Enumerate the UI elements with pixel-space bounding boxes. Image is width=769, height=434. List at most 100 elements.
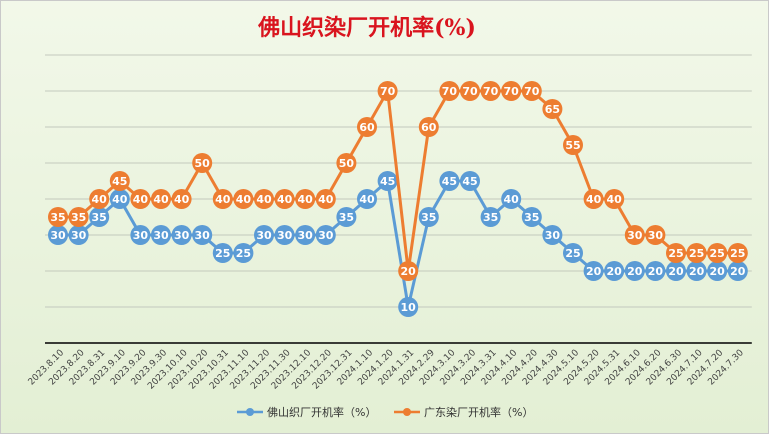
data-label: 20 (607, 265, 623, 278)
data-label: 50 (339, 157, 355, 170)
legend-label-0: 佛山织厂开机率（%） (267, 405, 376, 419)
data-label: 30 (195, 229, 211, 242)
data-point (521, 207, 542, 227)
data-point (192, 225, 213, 245)
data-point (295, 225, 316, 245)
data-label: 20 (627, 265, 643, 278)
data-point (233, 189, 254, 209)
data-point (171, 225, 192, 245)
data-point (666, 243, 686, 263)
data-label: 10 (401, 301, 417, 314)
data-point (89, 207, 110, 227)
data-point (624, 225, 645, 245)
data-label: 60 (359, 121, 375, 134)
data-label: 40 (92, 193, 108, 206)
data-label: 30 (277, 229, 293, 242)
data-label: 35 (71, 211, 86, 224)
data-point (254, 225, 274, 245)
data-label: 45 (380, 175, 395, 188)
data-point (439, 171, 460, 191)
data-label: 45 (442, 175, 457, 188)
data-point (521, 81, 542, 101)
data-point (460, 81, 480, 101)
data-point (130, 189, 151, 209)
legend: 佛山织厂开机率（%） 广东染厂开机率（%） (237, 405, 533, 419)
data-label: 45 (112, 175, 127, 188)
series-layer: 30 30 35 40 30 30 30 30 25 25 30 30 30 30 35 40 45 10 35 45… (48, 81, 748, 317)
data-label: 45 (462, 175, 477, 188)
data-point (542, 99, 563, 119)
legend-label-1: 广东染厂开机率（%） (424, 405, 533, 419)
data-label: 25 (215, 247, 230, 260)
data-label: 20 (710, 265, 726, 278)
data-point (109, 171, 130, 191)
data-point (274, 189, 295, 209)
data-point (604, 189, 625, 209)
data-label: 20 (586, 265, 602, 278)
data-point (460, 171, 480, 191)
data-label: 30 (298, 229, 314, 242)
data-point (707, 261, 728, 281)
legend-entry-0: 佛山织厂开机率（%） (237, 405, 376, 419)
data-point (707, 243, 728, 263)
data-point (686, 243, 707, 263)
x-axis-tick-labels: 2023.8.102023.8.202023.8.312023.9.102023… (27, 348, 746, 392)
data-point (212, 189, 233, 209)
data-label: 30 (648, 229, 664, 242)
data-label: 30 (133, 229, 149, 242)
data-point (233, 243, 254, 263)
data-point (336, 207, 357, 227)
data-point (212, 243, 233, 263)
data-point (377, 81, 398, 101)
data-label: 55 (565, 139, 580, 152)
data-label: 70 (380, 85, 396, 98)
data-label: 25 (689, 247, 704, 260)
data-label: 70 (504, 85, 520, 98)
data-point (398, 297, 419, 317)
data-label: 30 (153, 229, 169, 242)
data-label: 20 (668, 265, 684, 278)
data-point (357, 189, 377, 209)
data-label: 25 (710, 247, 725, 260)
data-label: 35 (92, 211, 107, 224)
data-label: 70 (462, 85, 478, 98)
data-label: 40 (586, 193, 602, 206)
data-label: 30 (256, 229, 272, 242)
data-point (686, 261, 707, 281)
data-label: 20 (730, 265, 746, 278)
data-label: 25 (236, 247, 251, 260)
data-point (645, 225, 666, 245)
data-point (418, 117, 439, 137)
data-label: 40 (112, 193, 128, 206)
data-point (666, 261, 686, 281)
data-point (645, 261, 666, 281)
data-label: 35 (421, 211, 436, 224)
series-0-line (58, 179, 738, 309)
data-point (563, 135, 583, 155)
data-point (171, 189, 192, 209)
data-label: 60 (421, 121, 437, 134)
data-label: 40 (174, 193, 190, 206)
data-point (583, 189, 604, 209)
data-label: 50 (195, 157, 211, 170)
data-point (727, 261, 748, 281)
data-point (480, 207, 501, 227)
data-label: 40 (153, 193, 169, 206)
series-1: 35 35 40 45 40 40 40 50 40 40 40 40 40 40 50 60 70 20 60 70… (48, 81, 748, 281)
data-label: 20 (401, 265, 417, 278)
data-point (274, 225, 295, 245)
series-1-line (58, 89, 738, 273)
data-label: 40 (504, 193, 520, 206)
data-point (501, 189, 522, 209)
data-point (501, 81, 522, 101)
chart-title: 佛山织染厂开机率(%) (257, 15, 476, 41)
data-point (109, 189, 130, 209)
data-label: 40 (277, 193, 293, 206)
data-label: 25 (565, 247, 580, 260)
data-point (604, 261, 625, 281)
data-label: 35 (50, 211, 65, 224)
data-point (192, 153, 213, 173)
data-label: 65 (545, 103, 560, 116)
